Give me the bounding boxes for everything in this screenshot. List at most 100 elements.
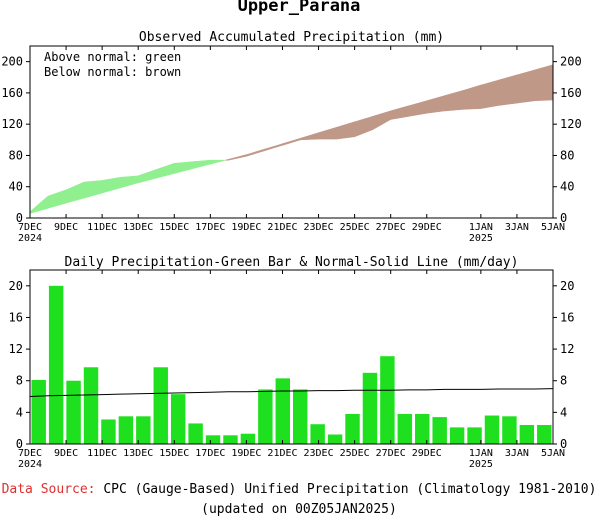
below-normal-segment xyxy=(264,143,283,152)
x-tick-label: 5JAN xyxy=(541,222,565,233)
x-tick-label: 7DEC xyxy=(18,448,42,459)
below-normal-segment xyxy=(408,100,428,117)
daily-precip-bar xyxy=(519,425,535,444)
below-normal-segment xyxy=(318,126,337,140)
x-tick-label: 9DEC xyxy=(54,448,78,459)
below-normal-segment xyxy=(336,121,355,140)
daily-precip-bar xyxy=(449,427,465,444)
daily-precip-bar xyxy=(240,433,256,444)
x-tick-year-label: 2025 xyxy=(469,233,493,244)
above-normal-segment xyxy=(47,189,67,209)
x-tick-label: 7DEC xyxy=(18,222,42,233)
x-tick-year-label: 2024 xyxy=(18,459,42,470)
below-normal-segment xyxy=(372,110,391,131)
y-tick-label-right: 120 xyxy=(560,117,582,131)
below-normal-segment xyxy=(534,64,554,102)
x-tick-label: 3JAN xyxy=(505,222,529,233)
above-normal-segment xyxy=(83,180,103,199)
x-tick-label: 17DEC xyxy=(195,448,225,459)
above-normal-segment xyxy=(137,169,157,184)
x-tick-label: 23DEC xyxy=(303,448,333,459)
below-normal-segment xyxy=(282,137,301,146)
daily-precip-bar xyxy=(380,356,395,444)
daily-precip-bar xyxy=(432,417,447,444)
x-tick-label: 29DEC xyxy=(412,448,442,459)
legend-below-normal: Below normal: brown xyxy=(44,65,181,79)
daily-precip-bar xyxy=(48,285,64,444)
x-tick-label: 23DEC xyxy=(303,222,333,233)
y-tick-label-left: 160 xyxy=(1,86,23,100)
x-tick-label: 11DEC xyxy=(87,222,117,233)
daily-precip-bar xyxy=(484,415,500,444)
x-tick-label: 21DEC xyxy=(267,448,297,459)
y-tick-label-right: 80 xyxy=(560,148,574,162)
plot-frame xyxy=(29,269,554,445)
y-tick-label-right: 20 xyxy=(560,279,574,293)
below-normal-segment xyxy=(354,115,373,138)
daily-precip-bar xyxy=(345,413,360,444)
above-normal-segment xyxy=(101,176,121,194)
y-tick-label-left: 16 xyxy=(9,310,23,324)
daily-precip-bar xyxy=(415,413,430,444)
below-normal-segment xyxy=(498,74,518,106)
y-tick-label-left: 80 xyxy=(9,148,23,162)
x-tick-year-label: 2024 xyxy=(18,233,42,244)
x-tick-label: 21DEC xyxy=(267,222,297,233)
below-normal-segment xyxy=(246,148,265,157)
x-tick-label: 9DEC xyxy=(54,222,78,233)
y-tick-label-left: 8 xyxy=(16,374,23,388)
y-tick-label-left: 4 xyxy=(16,405,23,419)
x-tick-label: 25DEC xyxy=(340,222,370,233)
daily-precip-bar xyxy=(188,423,203,444)
below-normal-segment xyxy=(516,69,536,104)
x-tick-year-label: 2025 xyxy=(469,459,493,470)
x-tick-label: 11DEC xyxy=(87,448,117,459)
daily-precip-bar xyxy=(153,367,168,444)
x-tick-label: 13DEC xyxy=(123,222,153,233)
above-normal-segment xyxy=(173,161,193,174)
daily-precip-bar xyxy=(101,419,116,444)
x-tick-label: 27DEC xyxy=(376,222,406,233)
data-source-line: Data Source: CPC (Gauge-Based) Unified P… xyxy=(0,482,598,497)
x-tick-label: 3JAN xyxy=(505,448,529,459)
daily-precip-bar xyxy=(327,434,343,444)
x-tick-label: 1JAN xyxy=(469,448,493,459)
y-tick-label-right: 160 xyxy=(560,86,582,100)
x-tick-label: 17DEC xyxy=(195,222,225,233)
x-tick-label: 1JAN xyxy=(469,222,493,233)
below-normal-segment xyxy=(228,154,247,161)
y-tick-label-right: 0 xyxy=(560,211,567,225)
x-tick-label: 15DEC xyxy=(159,448,189,459)
below-normal-segment xyxy=(426,95,446,114)
daily-precip-bar xyxy=(66,380,81,444)
daily-precip-bar xyxy=(362,372,378,444)
y-tick-label-right: 4 xyxy=(560,405,567,419)
daily-precip-bar xyxy=(467,427,482,444)
data-source-label: Data Source: xyxy=(1,482,96,497)
daily-precip-bar xyxy=(310,424,325,444)
y-tick-label-left: 0 xyxy=(16,211,23,225)
y-tick-label-right: 200 xyxy=(560,55,582,69)
x-tick-label: 27DEC xyxy=(376,448,406,459)
above-normal-segment xyxy=(192,159,211,170)
plot-frame xyxy=(29,45,554,219)
updated-line: (updated on 00Z05JAN2025) xyxy=(201,502,397,517)
daily-precip-bar xyxy=(293,389,308,444)
daily-precip-bar xyxy=(136,416,151,444)
daily-precip-bar xyxy=(275,378,290,444)
below-normal-segment xyxy=(300,132,319,141)
x-tick-label: 5JAN xyxy=(541,448,565,459)
below-normal-segment xyxy=(462,84,482,110)
y-tick-label-right: 40 xyxy=(560,180,574,194)
daily-precip-bar xyxy=(397,413,413,444)
daily-precip-bar xyxy=(223,435,238,444)
y-tick-label-left: 12 xyxy=(9,342,23,356)
x-tick-label: 25DEC xyxy=(340,448,370,459)
daily-normal-line xyxy=(29,388,554,398)
y-tick-label-left: 120 xyxy=(1,117,23,131)
below-normal-segment xyxy=(390,105,410,120)
x-tick-label: 29DEC xyxy=(412,222,442,233)
legend-above-normal: Above normal: green xyxy=(44,50,181,64)
daily-precip-bar xyxy=(31,379,46,444)
y-tick-label-left: 20 xyxy=(9,279,23,293)
